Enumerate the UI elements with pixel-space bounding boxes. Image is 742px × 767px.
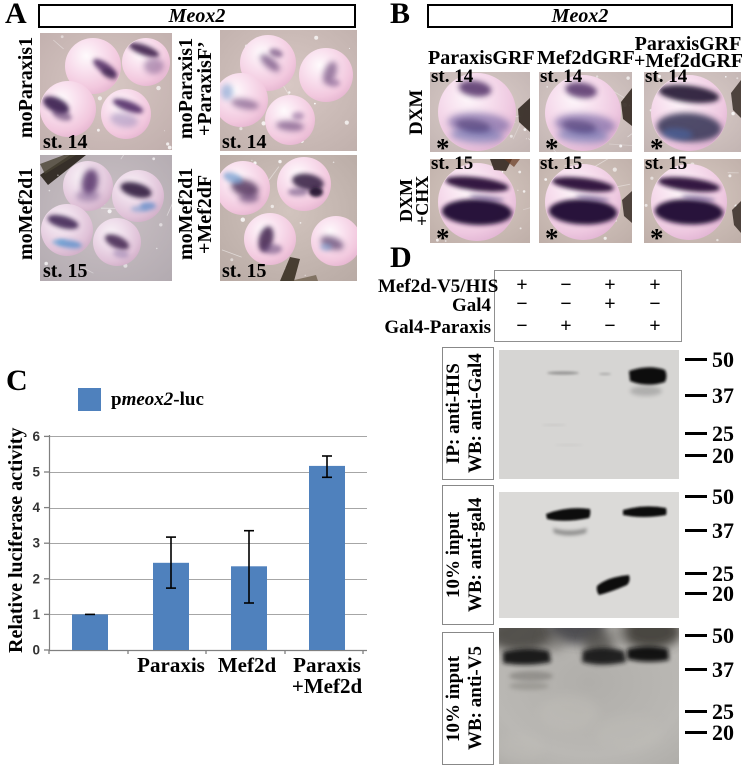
svg-text:6: 6 [32, 429, 40, 444]
svg-text:1: 1 [32, 607, 40, 622]
svg-text:2: 2 [32, 571, 40, 586]
svg-text:5: 5 [32, 465, 40, 480]
svg-text:0: 0 [32, 643, 40, 658]
svg-text:4: 4 [32, 500, 40, 515]
svg-text:3: 3 [32, 536, 40, 551]
